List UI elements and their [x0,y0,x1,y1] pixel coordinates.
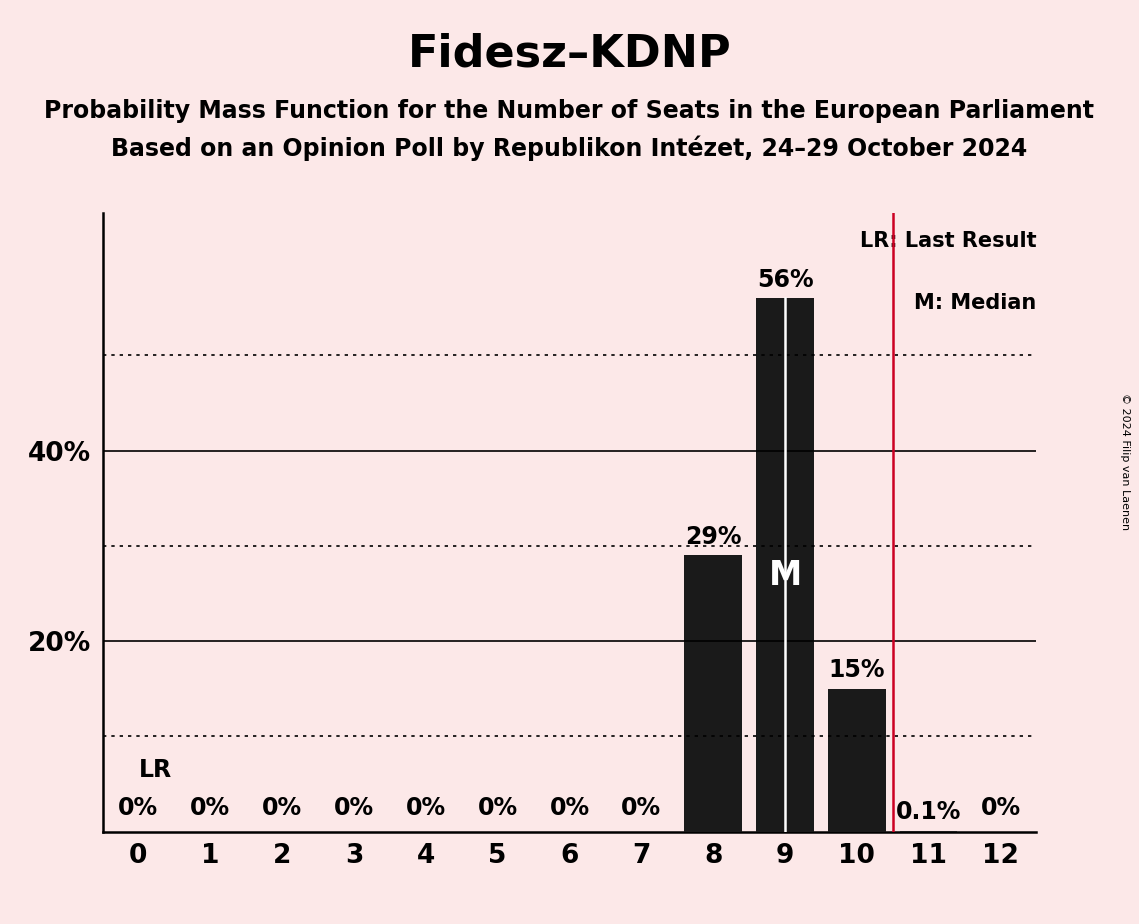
Text: 15%: 15% [829,658,885,682]
Text: 0%: 0% [477,796,518,821]
Bar [900,831,958,832]
Text: Based on an Opinion Poll by Republikon Intézet, 24–29 October 2024: Based on an Opinion Poll by Republikon I… [112,136,1027,162]
Text: M: Median: M: Median [915,293,1036,313]
Text: 0%: 0% [621,796,662,821]
Text: Probability Mass Function for the Number of Seats in the European Parliament: Probability Mass Function for the Number… [44,99,1095,123]
Text: M: M [769,559,802,592]
Text: LR: Last Result: LR: Last Result [860,231,1036,251]
Bar [828,688,886,832]
Text: 0%: 0% [981,796,1021,821]
Text: 0.1%: 0.1% [896,800,961,824]
Text: Fidesz–KDNP: Fidesz–KDNP [408,32,731,76]
Text: 29%: 29% [685,525,741,549]
Text: 56%: 56% [756,268,813,292]
Text: 0%: 0% [334,796,374,821]
Text: 0%: 0% [118,796,158,821]
Text: 0%: 0% [190,796,230,821]
Text: 0%: 0% [405,796,445,821]
Text: LR: LR [139,758,172,782]
Bar [756,298,813,832]
Bar [685,555,741,832]
Text: 0%: 0% [262,796,302,821]
Text: 0%: 0% [549,796,590,821]
Text: © 2024 Filip van Laenen: © 2024 Filip van Laenen [1121,394,1130,530]
